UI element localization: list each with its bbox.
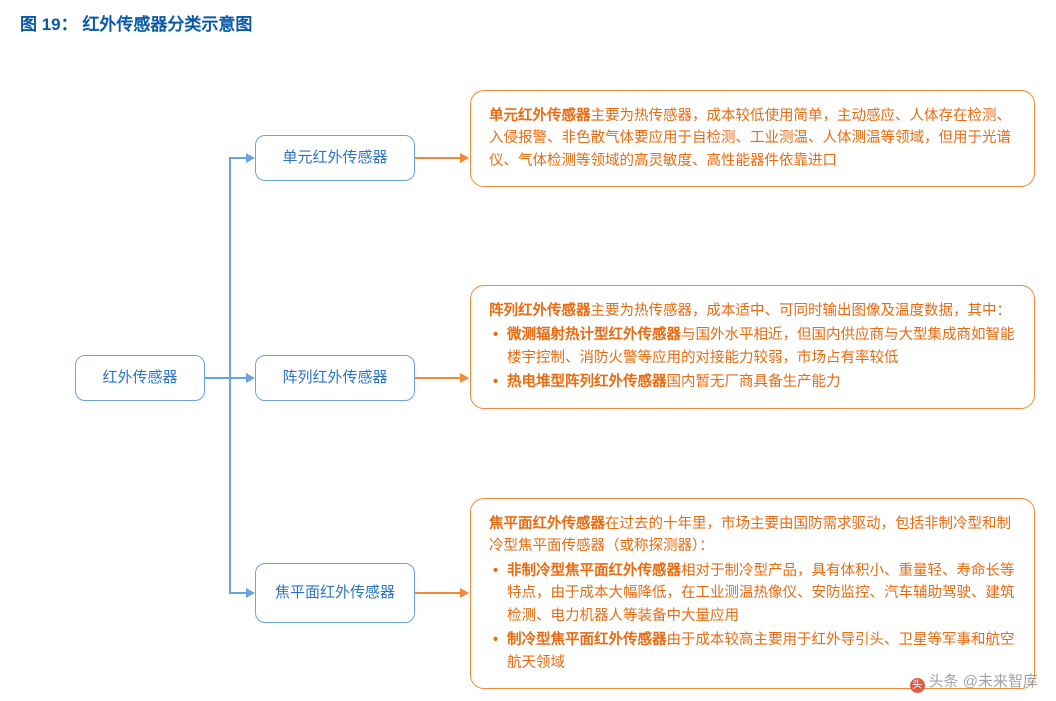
arrow-icon <box>460 588 469 598</box>
desc-text: 单元红外传感器主要为热传感器，成本较低使用简单，主动感应、人体存在检测、入侵报警… <box>489 105 1016 172</box>
node-label: 单元红外传感器 <box>282 148 387 168</box>
desc-bold: 热电堆型阵列红外传感器 <box>507 374 667 390</box>
watermark-prefix: 头条 <box>929 673 959 690</box>
desc-list: 非制冷型焦平面红外传感器相对于制冷型产品，具有体积小、重量轻、寿命长等特点，由于… <box>489 560 1016 674</box>
node-child-2: 阵列红外传感器 <box>255 355 415 401</box>
list-item: 热电堆型阵列红外传感器国内暂无厂商具备生产能力 <box>489 371 1016 393</box>
connector <box>229 377 247 379</box>
connector <box>229 157 247 159</box>
list-item: 制冷型焦平面红外传感器由于成本较高主要用于红外导引头、卫星等军事和航空航天领域 <box>489 629 1016 674</box>
list-item: 微测辐射热计型红外传感器与国外水平相近，但国内供应商与大型集成商如智能楼宇控制、… <box>489 324 1016 369</box>
list-item: 非制冷型焦平面红外传感器相对于制冷型产品，具有体积小、重量轻、寿命长等特点，由于… <box>489 560 1016 627</box>
node-child-1: 单元红外传感器 <box>255 135 415 181</box>
desc-box-1: 单元红外传感器主要为热传感器，成本较低使用简单，主动感应、人体存在检测、入侵报警… <box>470 90 1035 187</box>
node-child-3: 焦平面红外传感器 <box>255 563 415 623</box>
desc-bold: 非制冷型焦平面红外传感器 <box>507 563 681 579</box>
arrow-icon <box>246 588 255 598</box>
node-label: 阵列红外传感器 <box>282 368 387 388</box>
watermark-account: @未来智库 <box>963 673 1038 690</box>
desc-rest: 主要为热传感器，成本适中、可同时输出图像及温度数据，其中： <box>591 303 1012 319</box>
connector <box>205 377 230 379</box>
desc-bold: 单元红外传感器 <box>489 108 591 124</box>
desc-rest: 国内暂无厂商具备生产能力 <box>667 374 841 390</box>
desc-bold: 焦平面红外传感器 <box>489 516 605 532</box>
watermark: 头头条 @未来智库 <box>910 670 1038 693</box>
desc-text: 焦平面红外传感器在过去的十年里，市场主要由国防需求驱动，包括非制冷型和制冷型焦平… <box>489 513 1016 558</box>
diagram-canvas: 红外传感器 单元红外传感器 阵列红外传感器 焦平面红外传感器 单元红外传感器主要… <box>0 60 1056 700</box>
connector <box>229 157 231 594</box>
desc-box-3: 焦平面红外传感器在过去的十年里，市场主要由国防需求驱动，包括非制冷型和制冷型焦平… <box>470 498 1035 689</box>
desc-text: 阵列红外传感器主要为热传感器，成本适中、可同时输出图像及温度数据，其中： <box>489 300 1016 322</box>
desc-bold: 制冷型焦平面红外传感器 <box>507 632 667 648</box>
arrow-icon <box>246 373 255 383</box>
arrow-icon <box>460 153 469 163</box>
watermark-icon: 头 <box>910 678 925 693</box>
desc-bold: 阵列红外传感器 <box>489 303 591 319</box>
connector <box>415 377 461 379</box>
desc-bold: 微测辐射热计型红外传感器 <box>507 327 681 343</box>
arrow-icon <box>246 153 255 163</box>
desc-list: 微测辐射热计型红外传感器与国外水平相近，但国内供应商与大型集成商如智能楼宇控制、… <box>489 324 1016 393</box>
arrow-icon <box>460 373 469 383</box>
node-root: 红外传感器 <box>75 355 205 401</box>
node-label: 红外传感器 <box>102 368 177 388</box>
node-label: 焦平面红外传感器 <box>275 583 395 603</box>
connector <box>415 157 461 159</box>
connector <box>415 592 461 594</box>
desc-box-2: 阵列红外传感器主要为热传感器，成本适中、可同时输出图像及温度数据，其中： 微测辐… <box>470 285 1035 409</box>
connector <box>229 592 247 594</box>
figure-title: 图 19： 红外传感器分类示意图 <box>20 10 252 35</box>
